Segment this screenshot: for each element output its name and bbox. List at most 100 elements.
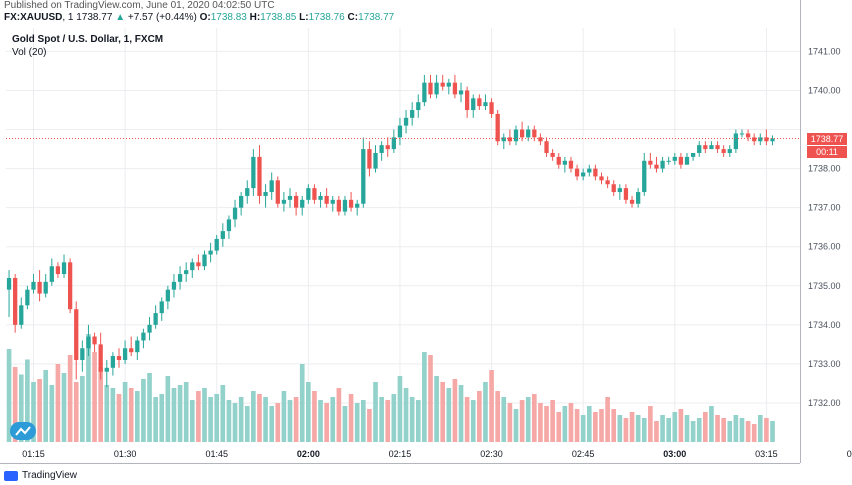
candle-body <box>440 82 445 87</box>
up-arrow-icon: ▲ <box>115 12 126 23</box>
published-caption: Published on TradingView.com, June 01, 2… <box>4 0 275 11</box>
volume-bar <box>336 388 342 442</box>
candle-body <box>623 188 629 200</box>
volume-bar <box>12 367 18 442</box>
volume-bar <box>458 385 464 442</box>
volume-bar <box>220 385 226 442</box>
candle-body <box>129 348 134 353</box>
candle-body <box>684 156 690 165</box>
candle-body <box>275 180 280 204</box>
candle-body <box>373 152 378 169</box>
x-tick-label: 02:15 <box>389 449 412 459</box>
volume-bar <box>153 397 158 442</box>
x-tick-label: 02:00 <box>297 449 320 459</box>
volume-bar <box>165 376 171 442</box>
volume-bar <box>678 409 684 442</box>
candle-body <box>642 160 647 193</box>
volume-bar <box>110 388 116 442</box>
candle-body <box>92 336 97 345</box>
candle-body <box>263 192 268 196</box>
volume-bar <box>214 394 220 442</box>
volume-bar <box>696 418 702 442</box>
candle-body <box>74 309 79 360</box>
volume-bar <box>73 382 79 442</box>
volume-bar <box>226 400 232 442</box>
candle-body <box>538 137 543 142</box>
volume-bar <box>86 334 91 442</box>
volume-bar <box>379 397 384 442</box>
candle-body <box>269 180 274 193</box>
y-tick-label: 1735.00 <box>808 281 841 291</box>
candle-body <box>293 195 299 208</box>
candle-body <box>526 129 531 138</box>
volume-bar <box>287 400 293 442</box>
volume-bar <box>715 415 720 442</box>
volume-bar <box>422 352 427 442</box>
candle-body <box>587 168 592 173</box>
y-tick-label: 1740.00 <box>808 85 841 95</box>
y-tick-label: 1737.00 <box>808 203 841 213</box>
candle-body <box>287 195 293 200</box>
volume-bar <box>55 364 61 442</box>
candle-body <box>758 137 763 142</box>
candle-body <box>770 138 775 142</box>
y-tick-label: 1736.00 <box>808 242 841 252</box>
symbol-header: FX:XAUUSD, 1 1738.77 ▲ +7.57 (+0.44%) O:… <box>4 12 395 23</box>
candle-body <box>19 305 24 325</box>
volume-bar <box>269 406 275 442</box>
candle-body <box>697 145 702 153</box>
volume-bar <box>409 397 415 442</box>
candle-body <box>25 289 30 306</box>
y-tick-label: 1734.00 <box>808 320 841 330</box>
candle-body <box>733 133 739 150</box>
candle-body <box>159 301 164 314</box>
volume-bar <box>641 418 647 442</box>
volume-bar <box>360 400 366 442</box>
candle-body <box>593 168 598 177</box>
candle-body <box>104 367 109 372</box>
volume-bar <box>306 382 311 442</box>
volume-bar <box>348 394 354 442</box>
candle-body <box>135 340 140 353</box>
volume-bar <box>415 400 421 442</box>
candle-body <box>342 199 348 212</box>
volume-bar <box>483 382 488 442</box>
tradingview-logo-icon <box>4 470 18 481</box>
candle-body <box>391 137 396 150</box>
volume-bar <box>177 385 183 442</box>
volume-bar <box>501 397 507 442</box>
volume-bar <box>49 385 55 442</box>
candle-body <box>116 356 122 360</box>
candle-body <box>519 129 525 138</box>
volume-bar <box>764 418 769 442</box>
candle-body <box>629 199 635 204</box>
y-tick-label: 1732.00 <box>808 398 841 408</box>
volume-bar <box>617 415 623 442</box>
x-tick-label: 03:30 <box>847 449 852 459</box>
candle-body <box>678 156 684 165</box>
candle-body <box>67 262 73 310</box>
volume-bar <box>104 385 110 442</box>
candle-body <box>385 145 390 150</box>
candle-body <box>654 164 659 169</box>
volume-bar <box>599 409 604 442</box>
x-tick-label: 01:45 <box>205 449 228 459</box>
candle-body <box>80 348 85 360</box>
candle-body <box>690 152 696 157</box>
candle-body <box>446 82 451 87</box>
volume-bar <box>31 382 36 442</box>
candle-body <box>31 281 36 290</box>
volume-bar <box>556 412 562 442</box>
volume-bar <box>660 415 665 442</box>
volume-bar <box>684 415 690 442</box>
candle-body <box>141 332 146 341</box>
volume-bar <box>733 415 739 442</box>
candle-body <box>55 266 61 275</box>
last-price: 1738.77 <box>76 12 113 23</box>
volume-bar <box>690 421 696 442</box>
candle-body <box>617 188 622 193</box>
candle-body <box>611 184 616 193</box>
volume-bar <box>318 400 323 442</box>
volume-bar <box>586 406 592 442</box>
